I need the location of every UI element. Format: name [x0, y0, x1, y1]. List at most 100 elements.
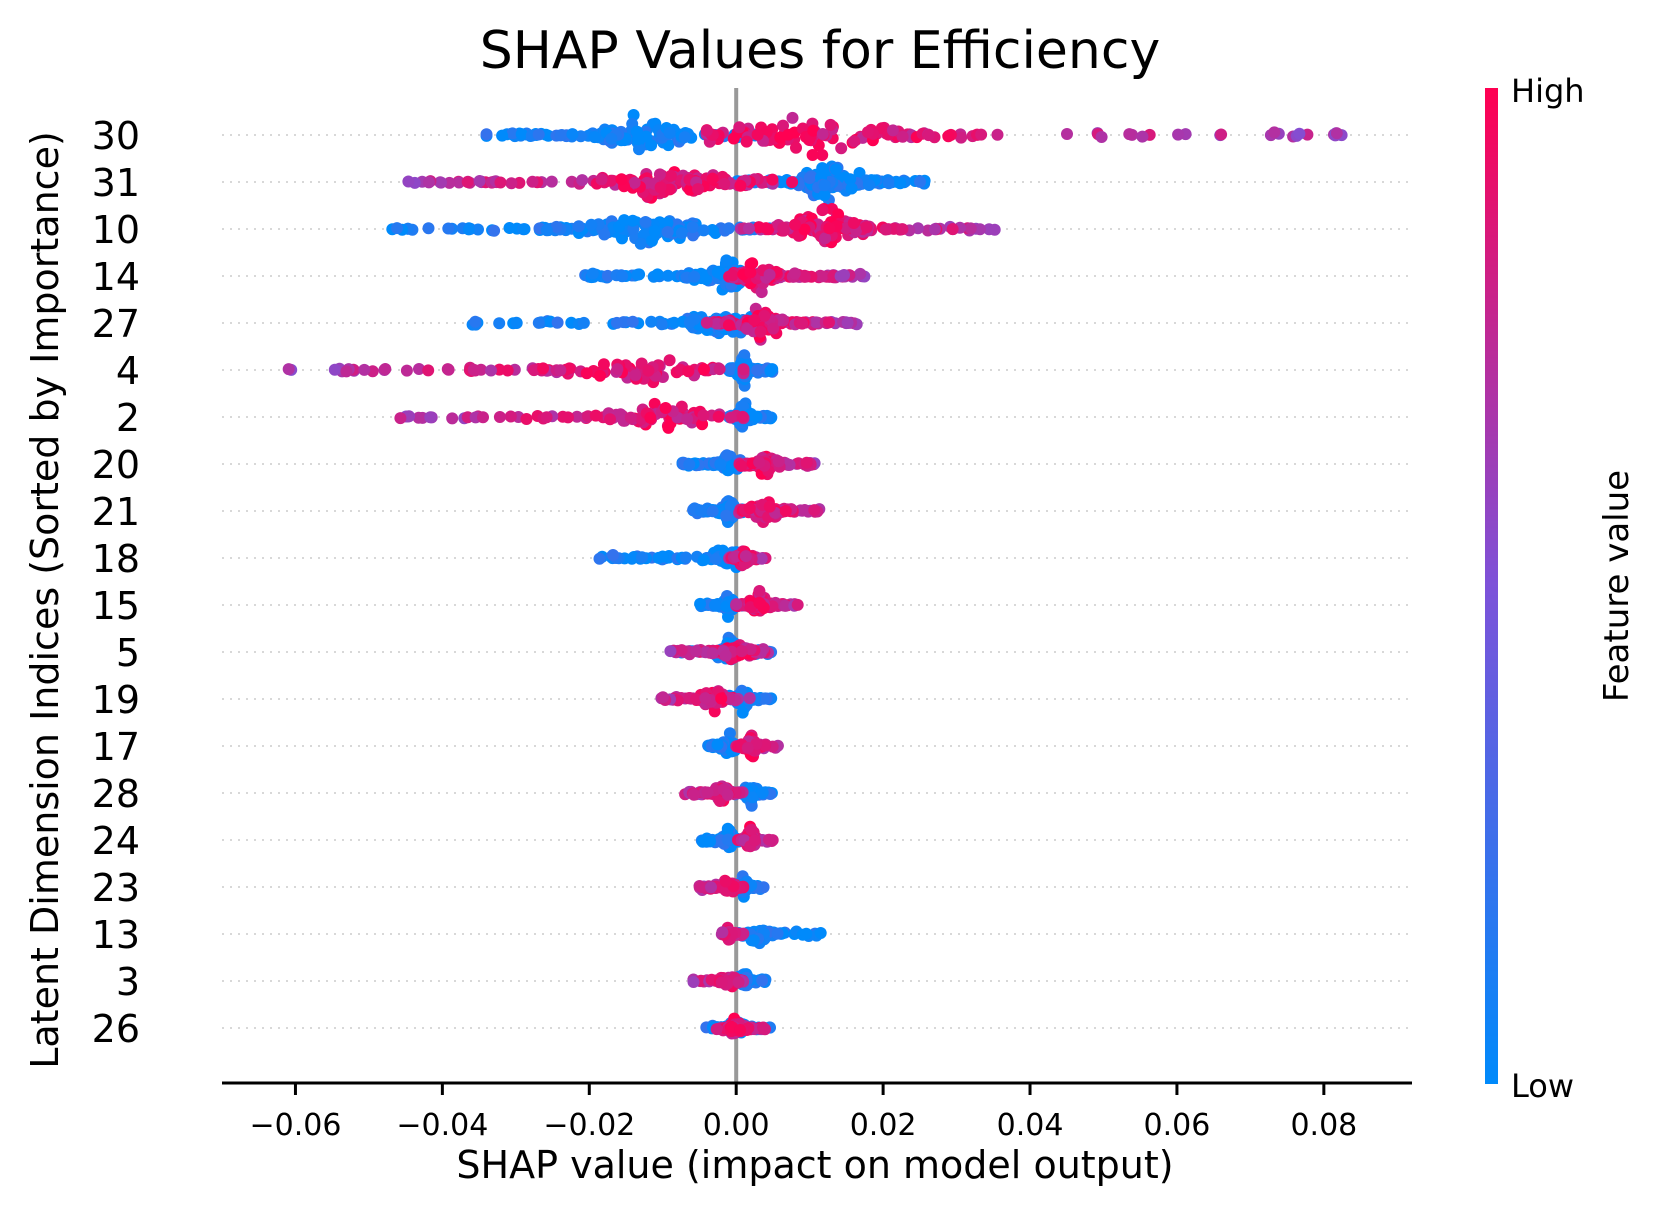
- shap-point: [734, 179, 747, 192]
- shap-point: [715, 692, 728, 705]
- shap-point: [700, 124, 713, 137]
- shap-point: [740, 135, 753, 148]
- shap-point: [719, 875, 732, 888]
- shap-point: [816, 204, 829, 217]
- shap-point: [597, 358, 610, 371]
- shap-point: [712, 410, 725, 423]
- shap-point: [282, 363, 295, 376]
- feature-label: 31: [92, 161, 140, 205]
- shap-point: [715, 976, 728, 989]
- shap-point: [624, 411, 637, 424]
- shap-point: [845, 182, 858, 195]
- x-tick-label: 0.06: [1144, 1108, 1211, 1143]
- shap-point: [988, 223, 1001, 236]
- shap-point: [779, 505, 792, 517]
- shap-point: [554, 129, 567, 142]
- shap-point: [741, 741, 754, 754]
- shap-point: [687, 976, 700, 988]
- shap-point: [518, 223, 531, 236]
- shap-point: [494, 176, 507, 189]
- shap-point: [720, 509, 733, 522]
- shap-point: [830, 163, 842, 176]
- shap-point: [656, 691, 669, 704]
- shap-point: [566, 128, 579, 141]
- shap-point: [710, 1023, 723, 1036]
- beeswarm-points: [282, 109, 1348, 1040]
- shap-point: [379, 363, 392, 375]
- shap-point: [722, 222, 735, 235]
- shap-point: [653, 168, 666, 181]
- shap-point: [844, 173, 857, 186]
- shap-point: [766, 363, 779, 376]
- shap-point: [721, 833, 734, 846]
- shap-point: [610, 316, 623, 329]
- shap-point: [615, 173, 628, 186]
- shap-point: [1136, 130, 1149, 143]
- shap-point: [882, 177, 895, 190]
- shap-point: [722, 319, 735, 332]
- shap-point: [634, 237, 647, 250]
- shap-point: [633, 143, 645, 156]
- shap-point: [847, 217, 860, 229]
- shap-point: [391, 222, 403, 235]
- shap-point: [413, 363, 425, 375]
- shap-point: [648, 225, 661, 237]
- shap-point: [816, 128, 829, 140]
- shap-point: [974, 223, 986, 236]
- shap-point: [593, 552, 606, 565]
- shap-point: [704, 835, 717, 848]
- shap-point: [642, 364, 655, 377]
- shap-point: [604, 174, 617, 187]
- feature-label: 13: [92, 913, 140, 957]
- shap-point: [786, 111, 799, 124]
- shap-point: [745, 823, 758, 836]
- feature-label: 23: [92, 866, 140, 910]
- shap-point: [632, 133, 644, 146]
- shap-point: [734, 1024, 747, 1036]
- shap-point: [488, 224, 501, 237]
- shap-point: [896, 223, 909, 236]
- shap-point: [697, 554, 710, 566]
- shap-point: [735, 645, 748, 658]
- shap-point: [720, 254, 733, 267]
- shap-point: [695, 881, 708, 893]
- shap-point: [746, 257, 759, 270]
- shap-point: [798, 223, 811, 236]
- shap-point: [810, 316, 822, 329]
- shap-point: [716, 926, 729, 939]
- shap-point: [710, 553, 723, 565]
- shap-point: [1172, 128, 1185, 141]
- shap-point: [711, 738, 724, 751]
- shap-point: [442, 222, 455, 235]
- shap-point: [572, 220, 585, 233]
- shap-point: [955, 131, 968, 144]
- shap-point: [763, 500, 776, 513]
- shap-point: [714, 458, 727, 471]
- shap-point: [756, 786, 769, 799]
- shap-point: [400, 364, 413, 377]
- shap-point: [706, 224, 719, 236]
- feature-label: 5: [116, 631, 140, 675]
- feature-label: 27: [92, 302, 140, 346]
- shap-point: [706, 647, 719, 660]
- shap-point: [328, 363, 341, 376]
- shap-point: [422, 364, 435, 377]
- shap-point: [462, 223, 475, 236]
- shap-point: [743, 692, 756, 705]
- shap-point: [697, 224, 710, 237]
- shap-point: [472, 223, 484, 236]
- shap-point: [577, 316, 590, 329]
- shap-point: [675, 400, 688, 413]
- shap-point: [697, 409, 710, 422]
- shap-point: [786, 176, 799, 189]
- shap-point: [687, 788, 700, 801]
- shap-point: [803, 172, 816, 184]
- x-axis-label: SHAP value (impact on model output): [456, 1143, 1173, 1187]
- colorbar-high-label: High: [1511, 72, 1585, 110]
- shap-point: [743, 502, 756, 515]
- shap-point: [461, 176, 474, 188]
- shap-point: [823, 222, 836, 235]
- shap-point: [540, 224, 553, 237]
- shap-point: [807, 124, 820, 137]
- shap-point: [627, 109, 640, 121]
